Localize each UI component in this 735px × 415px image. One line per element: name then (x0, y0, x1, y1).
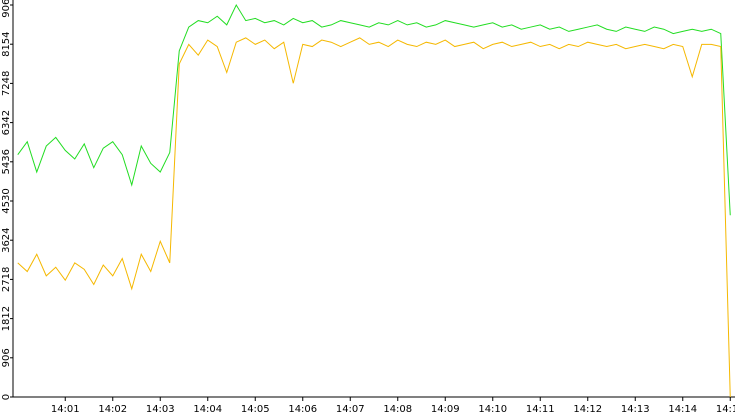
y-tick-label: 3624 (1, 227, 12, 252)
x-tick-label: 14:07 (336, 404, 365, 415)
x-tick-label: 14:02 (98, 404, 127, 415)
y-tick-label: 8154 (1, 31, 12, 56)
x-tick-label: 14:06 (288, 404, 317, 415)
x-tick-label: 14:09 (431, 404, 460, 415)
y-tick-label: 0 (1, 394, 12, 400)
x-tick-label: 14:13 (621, 404, 650, 415)
series-line (17, 37, 731, 398)
x-tick-label: 14:01 (51, 404, 80, 415)
y-tick-label: 2718 (1, 267, 12, 292)
x-tick-label: 14:05 (241, 404, 270, 415)
x-tick-label: 14:03 (146, 404, 175, 415)
y-tick-label: 906 (1, 348, 12, 367)
x-tick-label: 14:12 (573, 404, 602, 415)
x-tick-label: 14:11 (526, 404, 555, 415)
x-tick-label: 14:15 (716, 404, 735, 415)
series-line (17, 3, 731, 216)
y-tick-label: 9060 (1, 0, 12, 18)
y-tick-label: 1812 (1, 306, 12, 331)
x-tick-label: 14:14 (668, 404, 697, 415)
y-tick-label: 5436 (1, 149, 12, 174)
y-tick-label: 4530 (1, 188, 12, 213)
y-tick-label: 6342 (1, 110, 12, 135)
y-tick-label: 7248 (1, 71, 12, 96)
x-tick-label: 14:08 (383, 404, 412, 415)
x-tick-label: 14:10 (478, 404, 507, 415)
x-tick-label: 14:04 (193, 404, 222, 415)
